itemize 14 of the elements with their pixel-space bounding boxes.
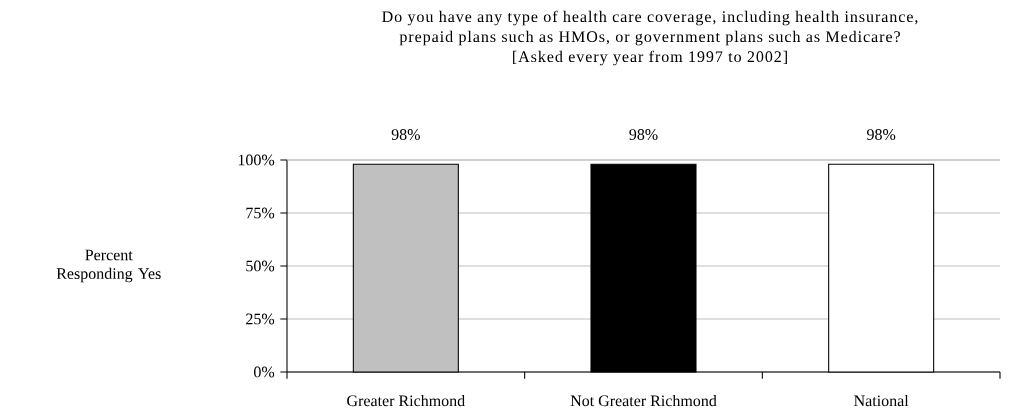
chart-subtitle: [Asked every year from 1997 to 2002]: [513, 50, 787, 66]
x-tick-label: Not Greater Richmond: [570, 394, 717, 407]
data-label: 98%: [867, 129, 896, 140]
y-tick-label: 25%: [246, 313, 275, 325]
y-tick-label: 0%: [254, 366, 275, 378]
y-axis-title: Percent Responding Yes: [56, 249, 161, 283]
x-tick-label: Greater Richmond: [347, 394, 465, 407]
y-tick-label: 100%: [238, 154, 275, 166]
data-label: 98%: [391, 129, 420, 140]
data-label: 98%: [629, 129, 658, 140]
y-tick-label: 50%: [246, 260, 275, 272]
y-tick-label: 75%: [246, 207, 275, 219]
x-tick-label: National: [854, 394, 909, 407]
chart-title: Do you have any type of health care coverage, including health insurance, prepaid plans such as HMOs, or government plans such as Medicare?: [382, 10, 918, 46]
